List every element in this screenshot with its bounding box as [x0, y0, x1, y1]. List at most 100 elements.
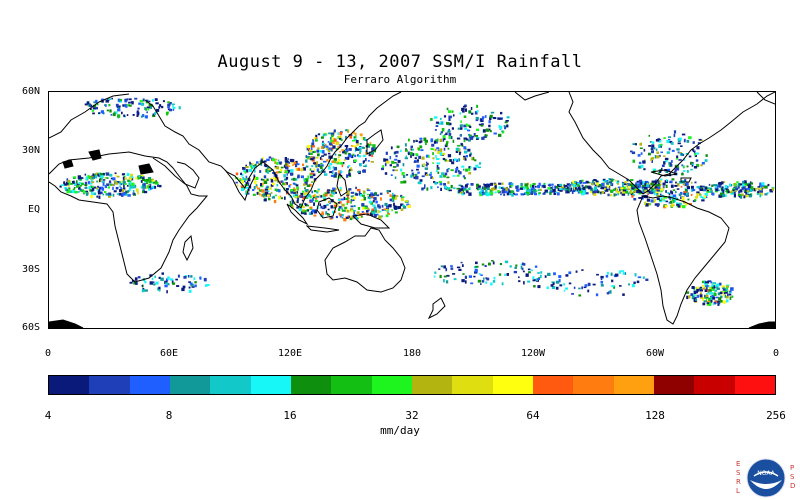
- rain-cell: [424, 139, 428, 143]
- rain-cell: [458, 152, 461, 156]
- rain-cell: [580, 180, 583, 184]
- rain-cell: [141, 289, 145, 293]
- rain-cell: [543, 183, 546, 187]
- rain-cell: [761, 188, 764, 190]
- rain-cell: [524, 183, 528, 187]
- rain-cell: [121, 173, 124, 176]
- rain-cell: [334, 172, 338, 176]
- rain-cell: [312, 156, 316, 160]
- rain-cell: [488, 124, 491, 128]
- rain-cell: [326, 189, 331, 191]
- rain-cell: [461, 192, 464, 196]
- rain-cell: [535, 278, 539, 281]
- rain-cell: [255, 176, 259, 180]
- rain-cell: [313, 136, 316, 140]
- rain-cell: [737, 182, 741, 187]
- rain-cell: [449, 159, 452, 162]
- rain-cell: [558, 278, 561, 283]
- rain-cell: [265, 170, 268, 173]
- rain-cell: [619, 285, 622, 287]
- rain-cell: [115, 186, 119, 190]
- rain-cell: [456, 266, 461, 269]
- rain-cell: [246, 169, 249, 173]
- rain-cell: [563, 290, 566, 292]
- rain-cell: [670, 195, 674, 199]
- rain-cell: [292, 187, 295, 190]
- rain-cell: [330, 132, 335, 136]
- rain-cell: [676, 155, 679, 159]
- rain-cell: [546, 286, 549, 290]
- rain-cell: [84, 103, 88, 106]
- rain-cell: [611, 279, 614, 283]
- rain-cell: [370, 151, 374, 155]
- rain-cell: [610, 272, 613, 276]
- rain-cell: [686, 184, 689, 187]
- rain-cell: [96, 188, 99, 191]
- rain-cell: [663, 137, 666, 139]
- rain-cell: [559, 284, 563, 287]
- rain-cell: [647, 190, 651, 194]
- rain-cell: [333, 166, 337, 171]
- rain-cell: [142, 190, 145, 194]
- rain-cell: [315, 199, 319, 203]
- rain-cell: [651, 141, 655, 144]
- rain-cell: [392, 166, 397, 168]
- colorbar-swatch: [49, 376, 90, 394]
- rain-cell: [355, 216, 359, 220]
- rain-cell: [396, 163, 399, 167]
- rain-cell: [668, 193, 671, 196]
- rain-cell: [274, 177, 278, 182]
- logo-letter-p: P: [790, 464, 795, 472]
- rain-cell: [132, 185, 136, 189]
- rain-cell: [604, 180, 607, 183]
- rain-cell: [648, 203, 651, 206]
- rain-cell: [654, 203, 658, 206]
- rain-cell: [481, 280, 485, 283]
- rain-cell: [119, 99, 122, 102]
- rain-cell: [700, 287, 702, 290]
- rain-cell: [274, 188, 278, 192]
- rain-cell: [640, 152, 643, 155]
- rain-cell: [506, 116, 510, 119]
- rain-cell: [445, 132, 448, 136]
- rain-cell: [258, 189, 263, 192]
- rain-cell: [676, 188, 680, 190]
- rain-cell: [582, 186, 586, 191]
- rain-cell: [405, 149, 408, 152]
- rain-cell: [388, 190, 391, 193]
- rain-cell: [451, 110, 454, 113]
- rain-cell: [418, 155, 421, 159]
- rain-cell: [361, 211, 364, 214]
- rain-cell: [148, 178, 151, 182]
- rain-cell: [123, 114, 126, 117]
- rain-cell: [364, 139, 367, 141]
- rain-cell: [172, 282, 176, 285]
- rain-cell: [467, 188, 470, 190]
- antarctica-fill-east: [748, 321, 775, 328]
- rain-cell: [434, 181, 438, 185]
- rain-cell: [88, 103, 91, 107]
- rain-cell: [402, 163, 405, 167]
- rain-cell: [448, 128, 450, 132]
- rain-cell: [146, 101, 149, 104]
- rain-cell: [400, 194, 403, 198]
- rain-cell: [236, 184, 239, 187]
- rain-cell: [353, 136, 356, 139]
- rain-cell: [302, 196, 306, 200]
- rain-cell: [635, 182, 638, 185]
- rain-cell: [315, 156, 319, 159]
- rain-cell: [681, 133, 686, 136]
- rain-cell: [463, 146, 467, 150]
- rain-cell: [478, 273, 481, 275]
- rain-cell: [341, 149, 344, 152]
- rain-cell: [608, 178, 611, 181]
- rain-cell: [510, 190, 514, 194]
- rain-cell: [273, 174, 277, 178]
- rain-cell: [452, 159, 455, 162]
- rain-cell: [287, 158, 289, 160]
- rain-cell: [161, 272, 164, 275]
- rain-cell: [646, 183, 649, 186]
- rain-cell: [696, 286, 699, 290]
- rain-cell: [700, 164, 703, 167]
- rain-cell: [557, 184, 561, 188]
